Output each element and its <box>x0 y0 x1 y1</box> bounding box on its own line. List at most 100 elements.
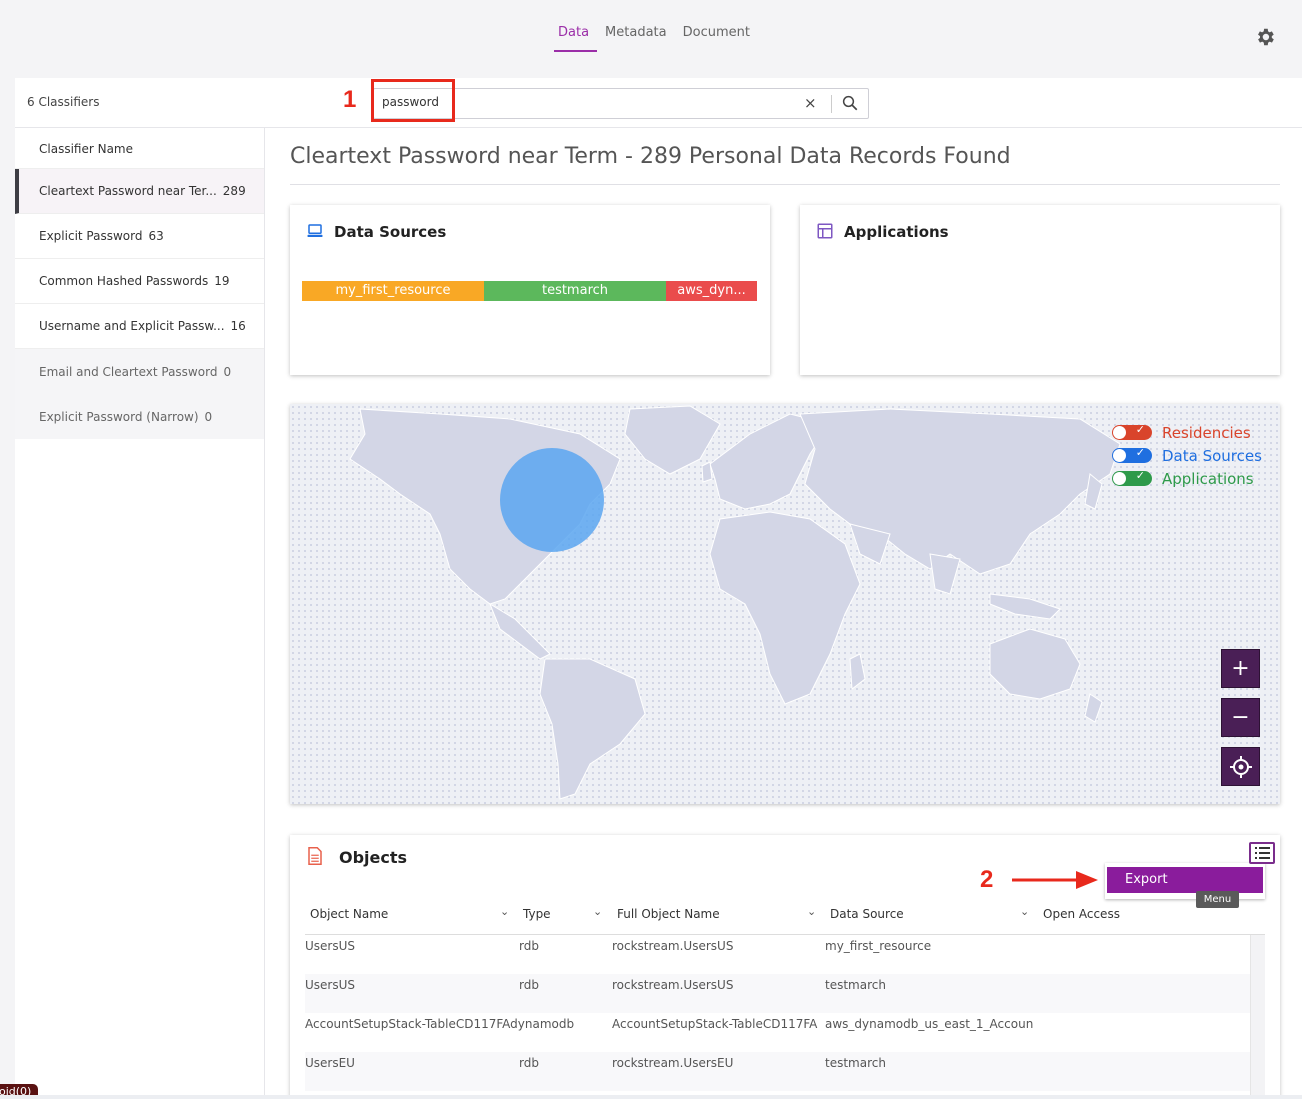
zoom-out-button[interactable]: − <box>1221 698 1260 737</box>
objects-title: Objects <box>339 848 408 867</box>
classifiers-count: 6 Classifiers <box>27 95 100 109</box>
list-menu-icon[interactable] <box>1249 842 1275 864</box>
laptop-icon <box>307 224 323 237</box>
search-box: × <box>373 88 869 119</box>
toggle-residencies[interactable] <box>1112 423 1152 440</box>
sidebar-item-count: 0 <box>204 409 213 424</box>
data-sources-bar: my_first_resource testmarch aws_dyn... <box>302 281 758 301</box>
map-land <box>349 405 1121 800</box>
data-sources-card: Data Sources my_first_resource testmarch… <box>290 205 770 375</box>
applications-card: Applications <box>800 205 1280 375</box>
sidebar-item-email-cleartext-password[interactable]: Email and Cleartext Password 0 <box>15 349 264 394</box>
objects-table-body: UsersUS rdb rockstream.UsersUS my_first_… <box>305 935 1250 1091</box>
objects-card: Objects 2 Export Menu Object Name ⌄ Type… <box>290 835 1280 1099</box>
zoom-in-button[interactable]: + <box>1221 649 1260 688</box>
title-divider <box>290 184 1280 185</box>
world-map-graphic <box>349 405 1121 800</box>
sidebar-item-count: 16 <box>230 319 246 333</box>
legend-label: Applications <box>1162 469 1254 488</box>
data-source-segment[interactable]: my_first_resource <box>302 281 484 301</box>
column-header-type[interactable]: Type <box>523 907 551 921</box>
tab-document[interactable]: Document <box>682 25 750 40</box>
cell-type: rdb <box>519 1056 539 1070</box>
cell-object-name: AccountSetupStack-TableCD117FAdynamodb <box>305 1017 575 1031</box>
classifier-sidebar: Classifier Name Cleartext Password near … <box>15 128 265 1099</box>
sidebar-item-count: 63 <box>148 229 164 243</box>
sidebar-item-explicit-password-narrow[interactable]: Explicit Password (Narrow) 0 <box>15 394 264 439</box>
tab-data[interactable]: Data <box>550 24 598 52</box>
objects-table-header: Object Name ⌄ Type ⌄ Full Object Name ⌄ … <box>305 895 1265 935</box>
cell-full-object-name: rockstream.UsersEU <box>612 1056 734 1070</box>
search-icon[interactable] <box>841 94 859 112</box>
sidebar-item-count: 19 <box>214 274 230 288</box>
column-header-full-object-name[interactable]: Full Object Name <box>617 907 720 921</box>
applications-title: Applications <box>844 223 949 241</box>
classifier-name-header: Classifier Name <box>15 128 264 169</box>
table-row[interactable]: UsersUS rdb rockstream.UsersUS my_first_… <box>305 935 1250 974</box>
sidebar-item-label: Cleartext Password near Ter... <box>39 184 217 198</box>
tab-bar: Data Metadata Document <box>550 24 758 52</box>
legend-label: Data Sources <box>1162 446 1262 465</box>
data-source-segment[interactable]: aws_dyn... <box>666 281 757 301</box>
sidebar-item-cleartext-password[interactable]: Cleartext Password near Ter... 289 <box>15 169 264 214</box>
chevron-down-icon[interactable]: ⌄ <box>500 905 510 918</box>
sidebar-item-label: Common Hashed Passwords <box>39 274 209 288</box>
sidebar-item-explicit-password[interactable]: Explicit Password 63 <box>15 214 264 259</box>
data-location-bubble[interactable] <box>500 448 604 552</box>
gear-icon[interactable] <box>1254 26 1276 48</box>
legend-data-sources[interactable]: Data Sources <box>1112 444 1262 467</box>
world-map[interactable]: Residencies Data Sources Applications + … <box>290 404 1280 804</box>
cell-data-source: testmarch <box>825 978 886 992</box>
cell-type: rdb <box>519 939 539 953</box>
main-panel: 6 Classifiers 1 × Classifier Name Cleart… <box>15 78 1302 1099</box>
recenter-button[interactable] <box>1221 747 1260 786</box>
search-highlight-box <box>371 79 455 122</box>
table-row[interactable]: UsersEU rdb rockstream.UsersEU testmarch <box>305 1052 1250 1091</box>
filter-row: 6 Classifiers 1 × <box>15 78 1302 128</box>
document-icon <box>308 847 322 865</box>
cell-full-object-name: AccountSetupStack-TableCD117FA <box>612 1017 818 1031</box>
cell-full-object-name: rockstream.UsersUS <box>612 978 734 992</box>
cell-type: rdb <box>519 978 539 992</box>
column-header-object-name[interactable]: Object Name <box>310 907 389 921</box>
top-bar: Data Metadata Document <box>0 0 1302 76</box>
chevron-down-icon[interactable]: ⌄ <box>1020 905 1030 918</box>
sidebar-item-label: Email and Cleartext Password <box>39 364 218 379</box>
search-input[interactable] <box>382 95 782 109</box>
column-header-open-access[interactable]: Open Access <box>1043 907 1120 921</box>
page-title: Cleartext Password near Term - 289 Perso… <box>290 144 1011 169</box>
sidebar-item-common-hashed-passwords[interactable]: Common Hashed Passwords 19 <box>15 259 264 304</box>
sidebar-item-label: Username and Explicit Passw... <box>39 319 225 333</box>
crosshair-icon <box>1229 756 1252 778</box>
data-sources-title: Data Sources <box>334 223 447 241</box>
legend-residencies[interactable]: Residencies <box>1112 421 1262 444</box>
table-row[interactable]: UsersUS rdb rockstream.UsersUS testmarch <box>305 974 1250 1013</box>
table-row[interactable]: AccountSetupStack-TableCD117FAdynamodb A… <box>305 1013 1250 1052</box>
toggle-applications[interactable] <box>1112 469 1152 486</box>
legend-applications[interactable]: Applications <box>1112 467 1262 490</box>
table-menu-popup: Export <box>1105 863 1265 899</box>
map-legend: Residencies Data Sources Applications <box>1112 421 1262 490</box>
cell-object-name: UsersUS <box>305 978 356 992</box>
sidebar-item-count: 289 <box>222 184 246 198</box>
menu-tooltip: Menu <box>1196 891 1239 908</box>
application-window-icon <box>817 223 833 239</box>
export-menu-item[interactable]: Export <box>1107 867 1263 893</box>
sidebar-item-label: Explicit Password <box>39 229 143 243</box>
sidebar-item-count: 0 <box>223 364 232 379</box>
toggle-data-sources[interactable] <box>1112 446 1152 463</box>
tab-metadata[interactable]: Metadata <box>605 25 667 40</box>
step-marker-2: 2 <box>980 866 994 893</box>
cell-full-object-name: rockstream.UsersUS <box>612 939 734 953</box>
chevron-down-icon[interactable]: ⌄ <box>593 905 603 918</box>
column-header-data-source[interactable]: Data Source <box>830 907 904 921</box>
chevron-down-icon[interactable]: ⌄ <box>807 905 817 918</box>
sidebar-item-username-explicit-password[interactable]: Username and Explicit Passw... 16 <box>15 304 264 349</box>
table-scrollbar[interactable] <box>1250 935 1265 1099</box>
cell-object-name: UsersUS <box>305 939 356 953</box>
cell-object-name: UsersEU <box>305 1056 355 1070</box>
data-source-segment[interactable]: testmarch <box>484 281 666 301</box>
sidebar-item-label: Explicit Password (Narrow) <box>39 409 199 424</box>
clear-search-icon[interactable]: × <box>804 94 817 112</box>
search-divider <box>831 95 832 113</box>
